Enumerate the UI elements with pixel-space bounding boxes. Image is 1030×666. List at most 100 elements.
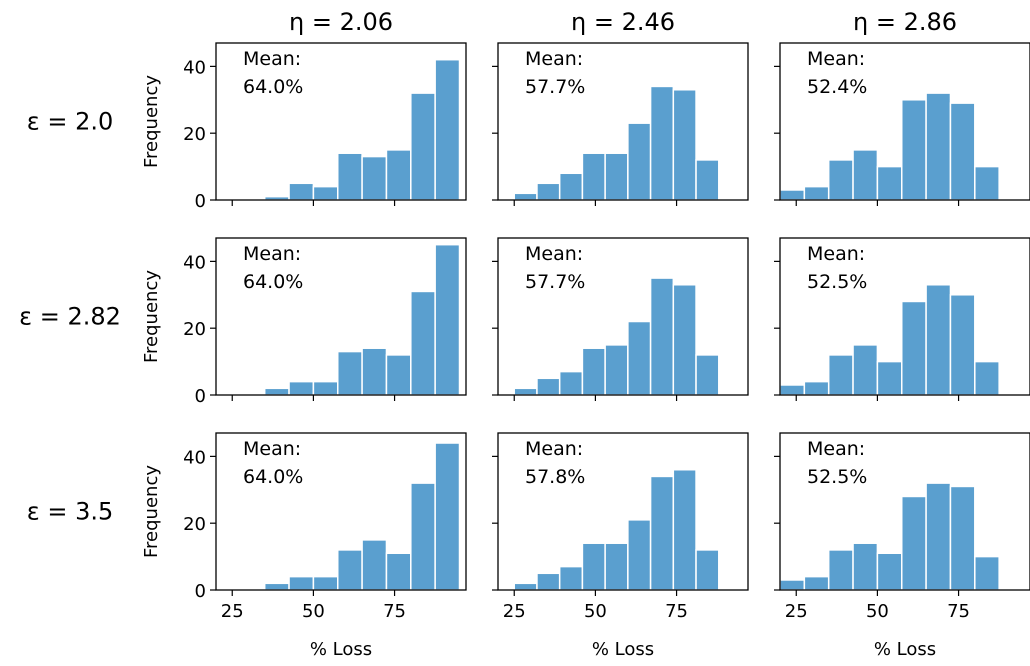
mean-value: 52.5% [807,271,867,293]
x-tick-label: 50 [302,601,325,622]
x-tick-label: 75 [947,601,970,622]
histogram-bar [695,159,720,201]
subplot: 0 20 40 Mean: 64.0% Frequency [141,42,467,212]
histogram-bar [288,575,315,591]
histogram-bar [901,300,927,396]
histogram-bar [410,290,436,396]
y-tick-label: 0 [195,191,206,212]
histogram-bar [672,468,697,591]
column-title: η = 2.86 [853,8,957,36]
histogram-bar [385,149,412,201]
y-axis-label: Frequency [141,465,162,558]
histogram-bar [604,152,629,201]
y-axis-label: Frequency [141,75,162,168]
x-axis-label: % Loss [874,639,936,660]
histogram-bar [513,387,538,396]
x-tick-label: 50 [866,601,889,622]
histogram-bar [901,495,927,591]
histogram-bar [581,152,606,201]
histogram-bar [410,482,436,591]
histogram-bar [901,99,927,201]
histogram-bar [288,380,315,396]
histogram-bar [288,182,315,201]
histogram-bar [974,360,1000,396]
x-axis-label: % Loss [310,639,372,660]
histogram-bar [974,165,1000,201]
histogram-bar [513,192,538,201]
histogram-bar [558,565,584,591]
histogram-bar [627,122,652,201]
row-title: ε = 2.82 [19,303,121,331]
histogram-bar [876,165,903,201]
histogram-bar [695,354,720,396]
subplot: Mean: 52.4% [774,42,1030,206]
histogram-bar [649,277,675,396]
mean-value: 57.7% [525,271,585,293]
histogram-bar [925,92,952,201]
histogram-bar [852,542,879,591]
mean-value: 52.4% [807,76,867,98]
x-tick-label: 50 [584,601,607,622]
mean-value: 57.8% [525,466,585,488]
x-tick-label: 75 [383,601,406,622]
histogram-bar [558,370,584,396]
mean-value: 64.0% [243,76,303,98]
histogram-bar [852,149,879,201]
column-title: η = 2.06 [289,8,393,36]
row-title: ε = 2.0 [27,108,114,136]
mean-label: Mean: [807,243,865,265]
histogram-bar [604,542,629,591]
axes-frame [215,237,467,396]
mean-value: 64.0% [243,271,303,293]
mean-value: 52.5% [807,466,867,488]
histogram-bar [803,575,830,591]
mean-label: Mean: [243,438,301,460]
mean-label: Mean: [807,438,865,460]
histogram-bar [385,552,412,591]
histogram-bar [581,347,606,396]
axes-frame [779,237,1030,396]
histogram-bar [513,582,538,591]
axes-frame [497,237,749,396]
histogram-bar [337,549,363,591]
column-title: η = 2.46 [571,8,675,36]
histogram-bar [627,519,652,591]
axes-frame [497,432,749,591]
mean-label: Mean: [525,48,583,70]
subplot: 0 20 40 Mean: 64.0% Frequency [141,237,467,407]
y-tick-label: 0 [195,386,206,407]
histogram-bar [536,572,561,591]
subplot: 25 50 75 Mean: 52.5% % Loss [774,432,1030,660]
histogram-bar [779,189,806,201]
y-tick-label: 20 [183,124,206,145]
histogram-bar [949,485,976,591]
histogram-bar [361,155,388,201]
histogram-bar [604,344,629,396]
histogram-bar [827,354,854,396]
histogram-bar [312,380,339,396]
row-title: ε = 3.5 [27,498,114,526]
axes-frame [779,42,1030,201]
axes-frame [215,42,467,201]
histogram-bar [803,380,830,396]
y-tick-label: 0 [195,581,206,602]
histogram-bar [263,582,290,591]
histogram-bar [827,159,854,201]
y-tick-label: 40 [183,447,206,468]
histogram-bar [649,475,675,591]
axes-frame [497,42,749,201]
y-axis-label: Frequency [141,270,162,363]
histogram-bar [410,92,436,201]
histogram-bar [536,377,561,396]
histogram-bar [361,347,388,396]
x-tick-label: 25 [503,601,526,622]
y-tick-label: 40 [183,252,206,273]
mean-label: Mean: [525,438,583,460]
histogram-bar [974,555,1000,591]
histogram-bar [337,350,363,396]
subplot: 25 50 75 Mean: 57.8% % Loss [492,432,749,660]
histogram-bar [852,344,879,396]
histogram-bar [827,549,854,591]
histogram-bar [337,152,363,201]
